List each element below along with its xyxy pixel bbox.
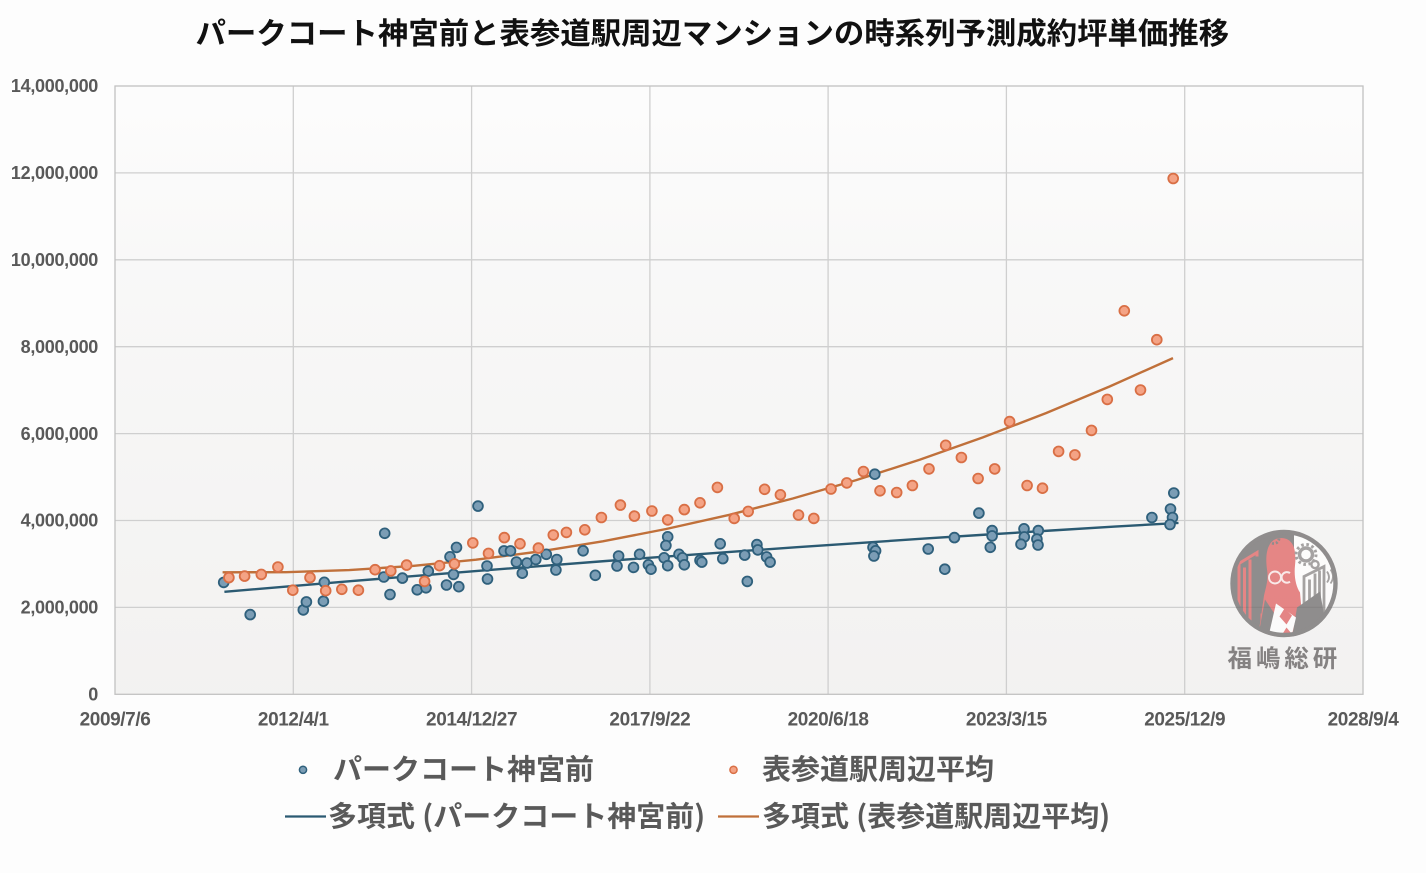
svg-text:12,000,000: 12,000,000 <box>11 163 98 183</box>
svg-text:2017/9/22: 2017/9/22 <box>609 710 690 731</box>
svg-text:0: 0 <box>88 685 98 705</box>
svg-text:2009/7/6: 2009/7/6 <box>80 710 151 731</box>
svg-text:2014/12/27: 2014/12/27 <box>426 710 517 731</box>
svg-text:8,000,000: 8,000,000 <box>21 337 99 357</box>
svg-text:10,000,000: 10,000,000 <box>11 250 98 270</box>
svg-text:2023/3/15: 2023/3/15 <box>966 710 1048 731</box>
svg-text:4,000,000: 4,000,000 <box>21 511 99 531</box>
svg-text:2028/9/4: 2028/9/4 <box>1328 710 1400 731</box>
svg-text:2,000,000: 2,000,000 <box>21 598 99 618</box>
svg-text:2020/6/18: 2020/6/18 <box>788 710 869 731</box>
svg-text:2025/12/9: 2025/12/9 <box>1144 710 1225 731</box>
svg-text:14,000,000: 14,000,000 <box>11 76 98 96</box>
svg-text:2012/4/1: 2012/4/1 <box>258 710 330 731</box>
svg-text:6,000,000: 6,000,000 <box>21 424 99 444</box>
